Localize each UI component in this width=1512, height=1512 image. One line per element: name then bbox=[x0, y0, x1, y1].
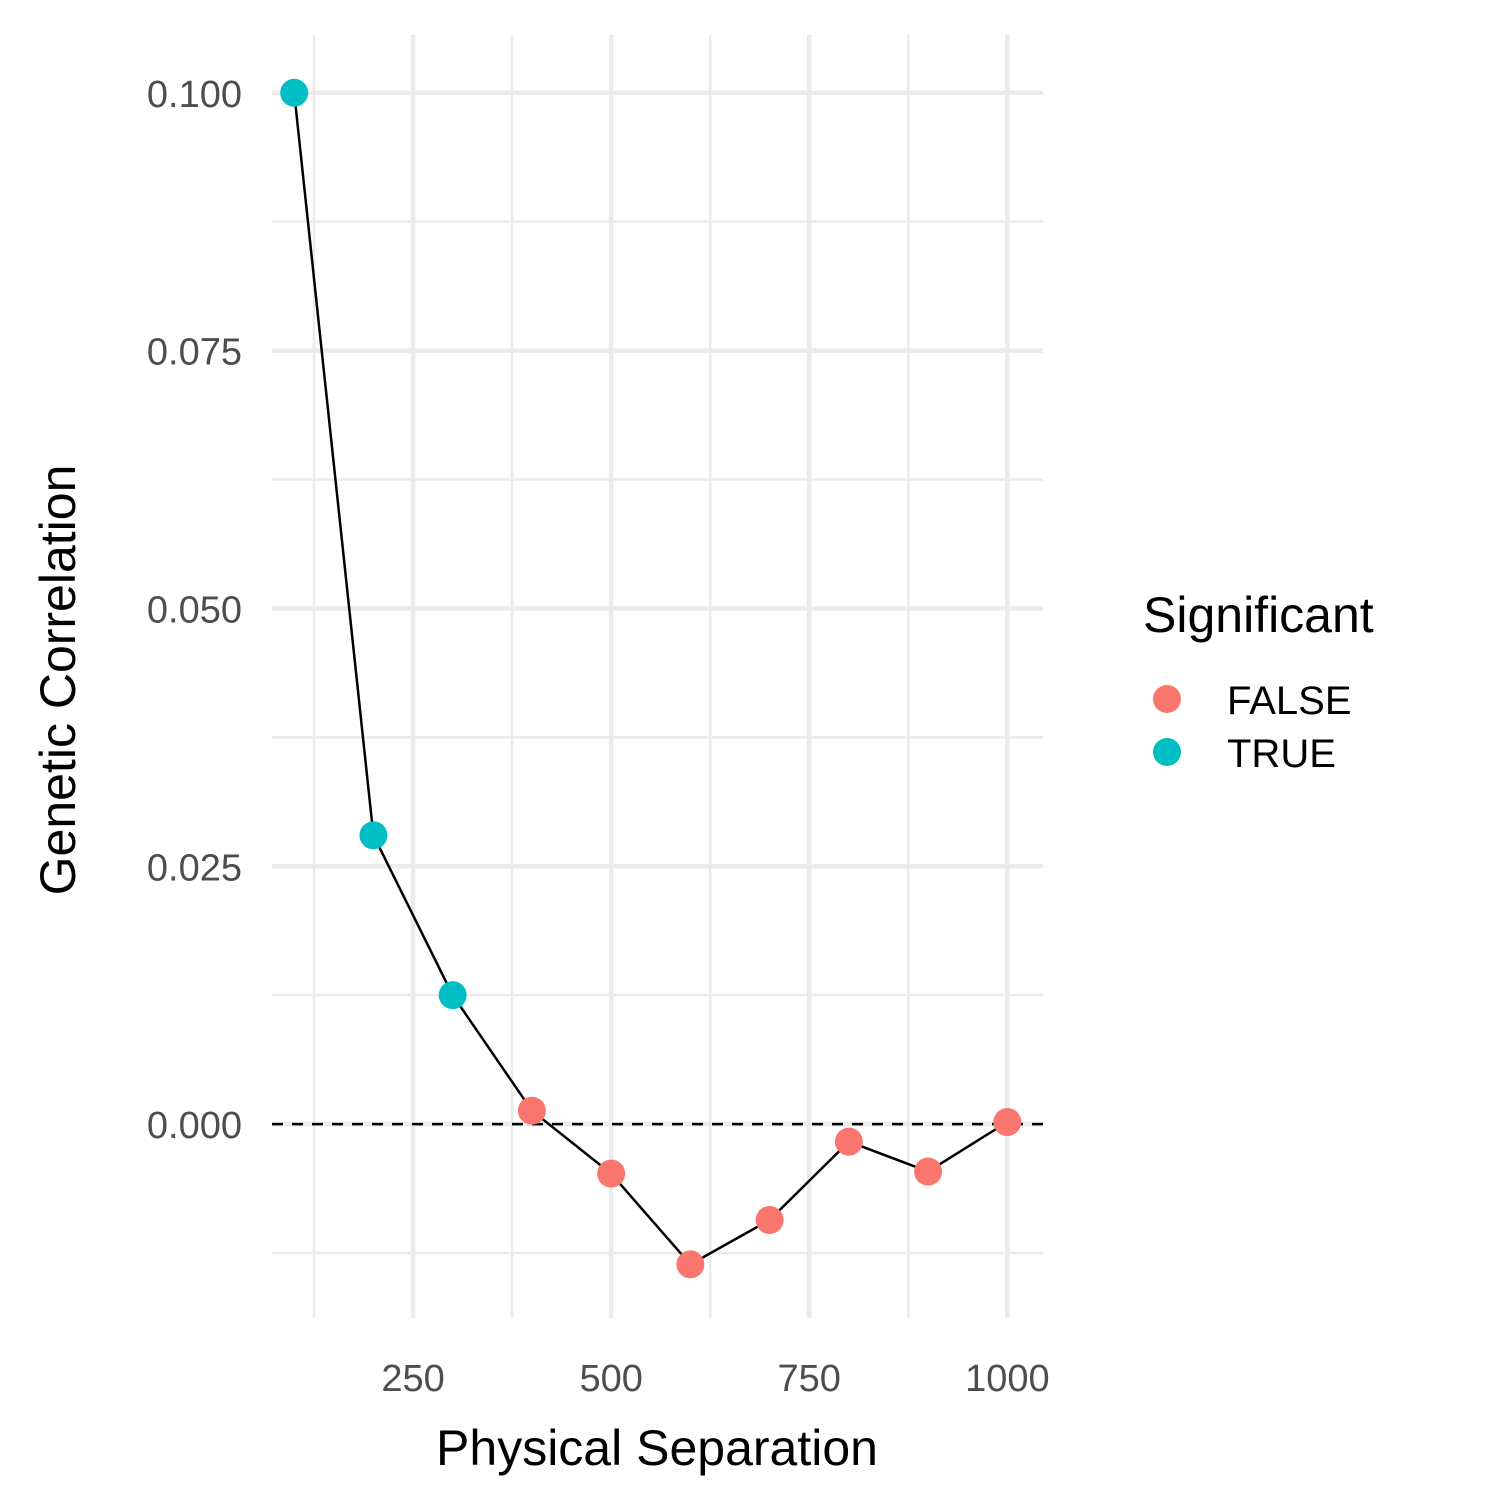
minor-gridlines bbox=[272, 35, 1043, 1318]
y-tick-label: 0.075 bbox=[147, 332, 242, 374]
data-point bbox=[597, 1159, 626, 1188]
major-gridlines bbox=[272, 35, 1043, 1318]
legend: Significant FALSE TRUE bbox=[1143, 587, 1374, 776]
series-line bbox=[292, 92, 1008, 1266]
y-tick-label: 0.050 bbox=[147, 589, 242, 631]
data-point bbox=[676, 1250, 705, 1279]
legend-entry: FALSE bbox=[1153, 679, 1352, 723]
y-axis-tick-labels: 0.000 0.025 0.050 0.075 0.100 bbox=[147, 74, 242, 1147]
x-axis-tick-labels: 250 500 750 1000 bbox=[381, 1358, 1049, 1400]
x-tick-label: 500 bbox=[579, 1358, 642, 1400]
legend-key bbox=[1153, 685, 1181, 713]
data-point bbox=[993, 1108, 1022, 1137]
legend-label: TRUE bbox=[1227, 732, 1336, 776]
y-tick-label: 0.000 bbox=[147, 1105, 242, 1147]
data-point bbox=[834, 1127, 863, 1156]
x-tick-label: 250 bbox=[381, 1358, 444, 1400]
legend-key bbox=[1153, 738, 1181, 766]
legend-title: Significant bbox=[1143, 587, 1374, 643]
data-points bbox=[280, 78, 1022, 1279]
data-point bbox=[359, 821, 388, 850]
x-tick-label: 750 bbox=[778, 1358, 841, 1400]
data-point bbox=[914, 1157, 943, 1186]
y-axis-title: Genetic Correlation bbox=[30, 465, 86, 896]
x-axis-title: Physical Separation bbox=[436, 1420, 878, 1476]
data-point bbox=[438, 981, 467, 1010]
data-point bbox=[517, 1096, 546, 1125]
data-point bbox=[280, 78, 309, 107]
data-point bbox=[755, 1206, 784, 1235]
legend-label: FALSE bbox=[1227, 679, 1352, 723]
legend-entry: TRUE bbox=[1153, 732, 1336, 776]
y-tick-label: 0.025 bbox=[147, 847, 242, 889]
x-tick-label: 1000 bbox=[965, 1358, 1050, 1400]
y-tick-label: 0.100 bbox=[147, 74, 242, 116]
